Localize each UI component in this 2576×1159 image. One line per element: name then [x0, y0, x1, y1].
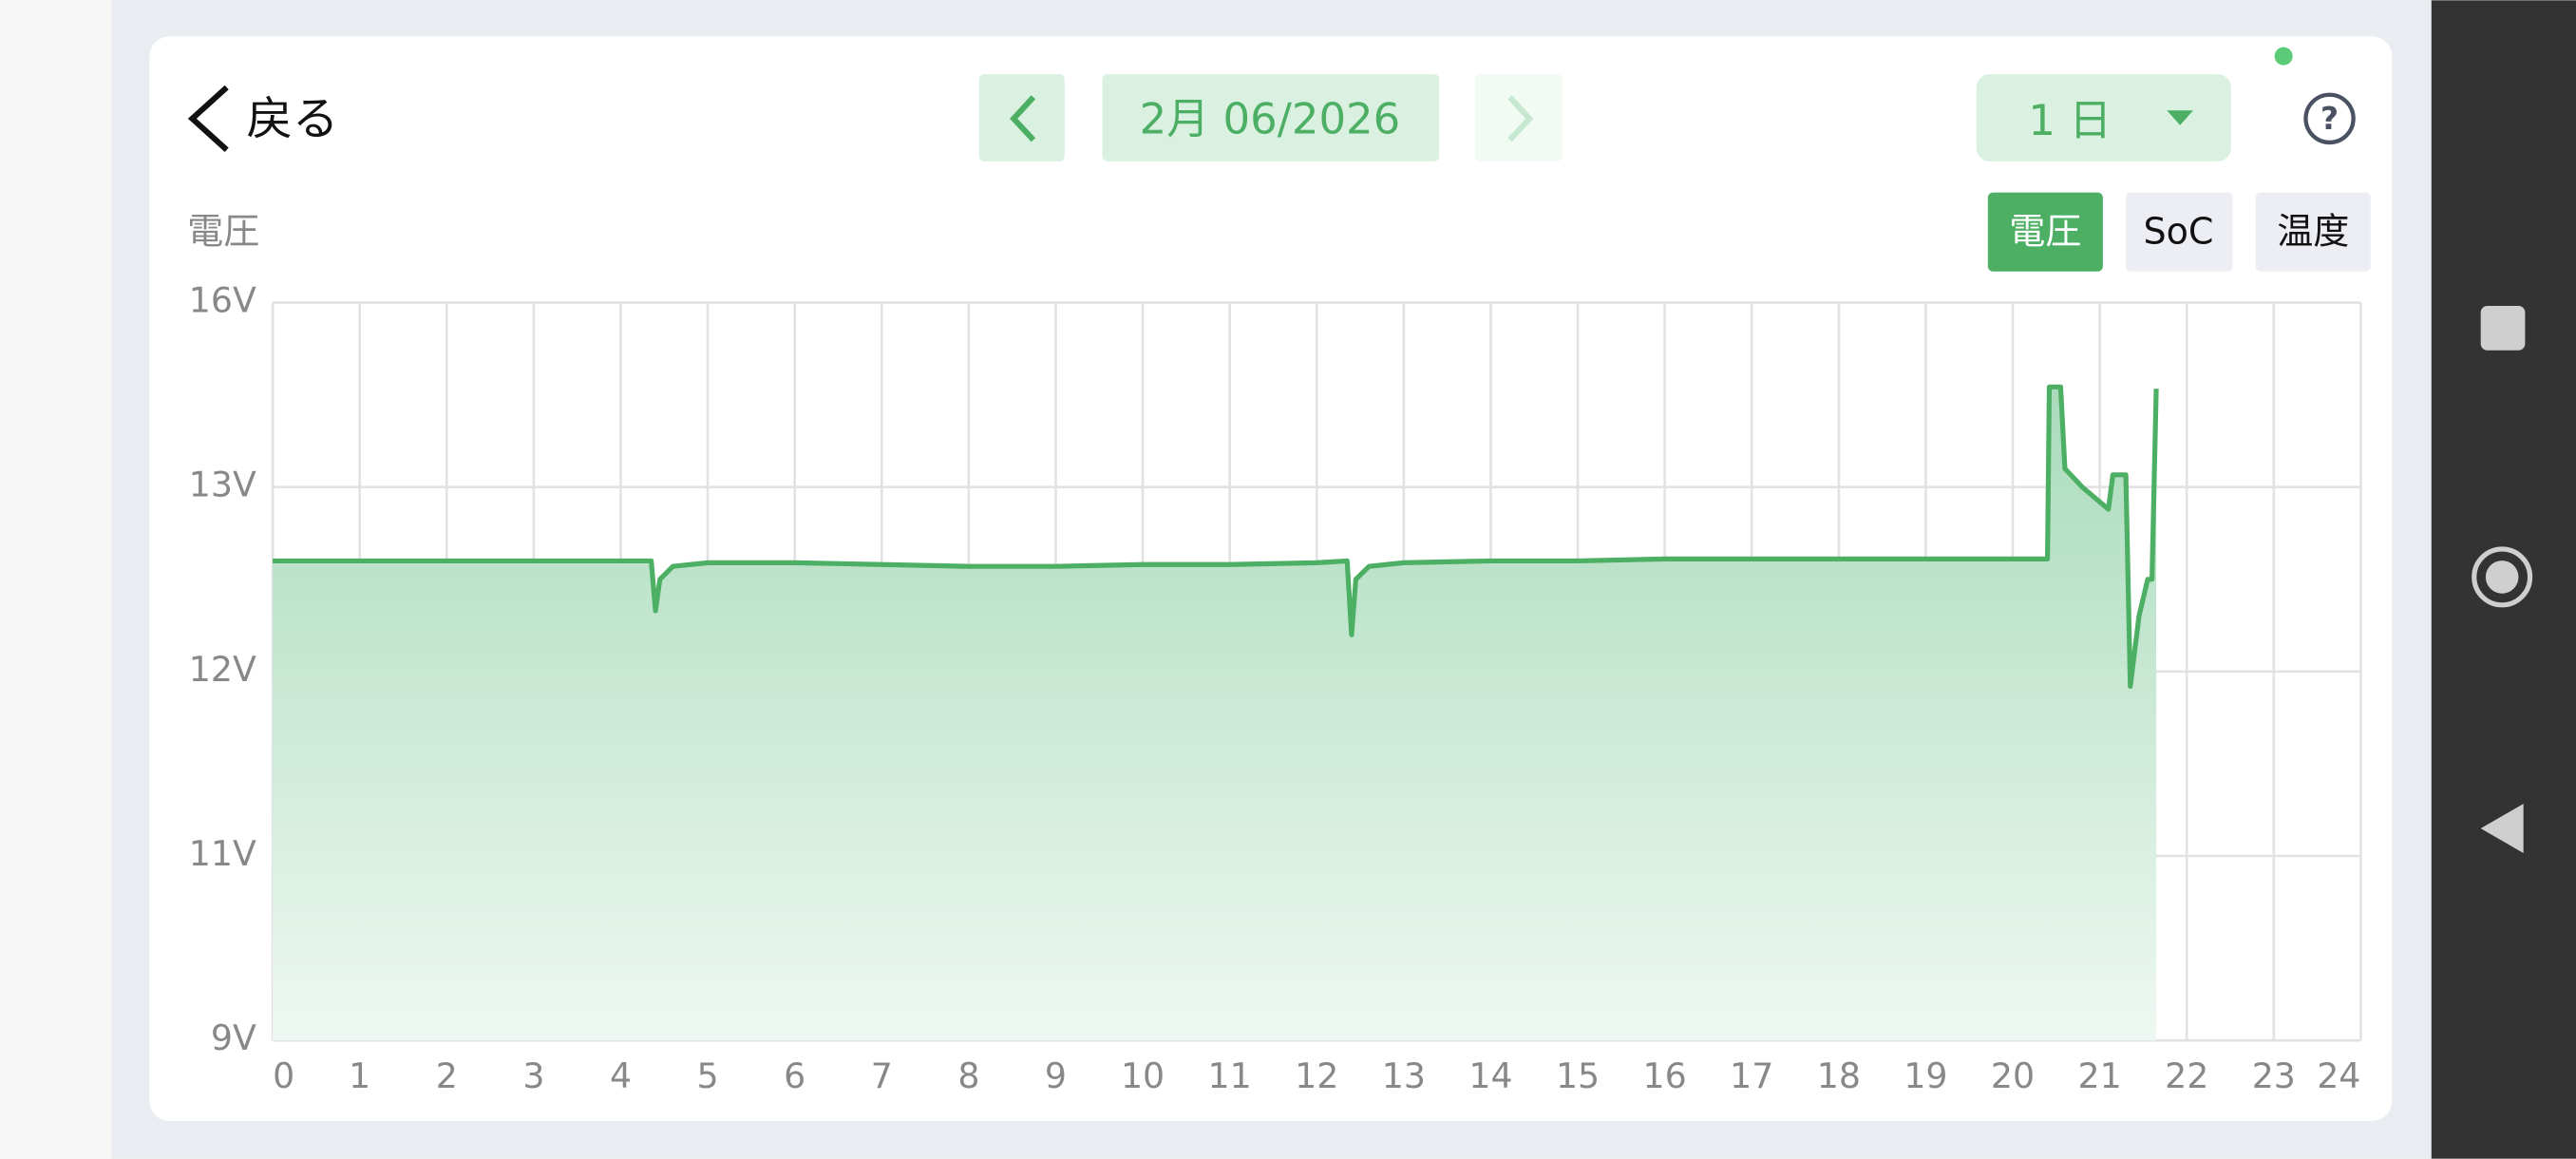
home-dot — [2485, 560, 2519, 594]
x-tick-label: 7 — [871, 1055, 893, 1096]
x-tick-label: 13 — [1382, 1055, 1426, 1096]
x-tick-label: 17 — [1730, 1055, 1773, 1096]
home-button[interactable] — [2472, 546, 2533, 608]
tab-temperature[interactable] — [2255, 192, 2371, 272]
tab-soc[interactable] — [2126, 192, 2233, 272]
range-dropdown[interactable] — [1976, 74, 2231, 162]
y-tick-label: 16V — [189, 280, 256, 321]
x-tick-label: 12 — [1295, 1055, 1338, 1096]
x-tick-label: 2 — [436, 1055, 458, 1096]
y-tick-label: 11V — [189, 833, 256, 874]
x-tick-label: 5 — [697, 1055, 719, 1096]
y-tick-label: 13V — [189, 465, 256, 505]
x-tick-label: 19 — [1904, 1055, 1947, 1096]
voltage-line — [273, 384, 2159, 690]
x-tick-label: 10 — [1121, 1055, 1165, 1096]
x-tick-label: 16 — [1643, 1055, 1687, 1096]
back-label: 戻る — [246, 92, 338, 145]
x-tick-label: 11 — [1208, 1055, 1252, 1096]
prev-day-button[interactable] — [978, 74, 1065, 162]
x-tick-label: 24 — [2317, 1055, 2360, 1096]
x-tick-label: 6 — [784, 1055, 805, 1096]
tab-label: SoC — [2143, 210, 2213, 252]
help-button[interactable] — [2303, 92, 2356, 145]
x-tick-label: 21 — [2078, 1055, 2122, 1096]
back-chevron — [187, 85, 229, 152]
x-tick-label: 22 — [2165, 1055, 2208, 1096]
x-tick-label: 8 — [957, 1055, 979, 1096]
range-label: 1 日 — [2028, 95, 2112, 145]
x-tick-label: 1 — [349, 1055, 370, 1096]
x-tick-label: 9 — [1045, 1055, 1067, 1096]
tab-label: 電圧 — [2009, 210, 2081, 252]
y-tick-label: 9V — [211, 1017, 256, 1058]
x-tick-label: 3 — [522, 1055, 544, 1096]
date-label: 2月 06/2026 — [1140, 93, 1401, 143]
prev-chevron — [1010, 95, 1036, 142]
x-tick-label: 18 — [1817, 1055, 1861, 1096]
next-chevron — [1507, 95, 1534, 142]
status-dot — [2274, 47, 2293, 66]
panel-label: 電圧 — [187, 210, 259, 252]
y-tick-label: 12V — [189, 649, 256, 690]
next-day-button[interactable] — [1475, 74, 1563, 162]
x-tick-label: 23 — [2252, 1055, 2296, 1096]
tab-voltage[interactable] — [1987, 192, 2103, 272]
back-button[interactable]: 戻る — [187, 85, 338, 152]
area-fill — [273, 387, 2157, 1041]
date-box[interactable] — [1102, 74, 1440, 162]
tab-label: 温度 — [2277, 210, 2349, 252]
x-tick-label: 20 — [1991, 1055, 2035, 1096]
left-margin — [0, 0, 112, 1159]
recents-button[interactable] — [2480, 306, 2526, 351]
back-nav-button[interactable] — [2480, 804, 2524, 853]
x-tick-label: 15 — [1556, 1055, 1600, 1096]
x-tick-label: 4 — [610, 1055, 632, 1096]
x-tick-label: 14 — [1468, 1055, 1512, 1096]
x-tick-label: 0 — [273, 1055, 294, 1096]
dropdown-arrow — [2167, 110, 2194, 125]
help-label: ? — [2320, 100, 2339, 137]
